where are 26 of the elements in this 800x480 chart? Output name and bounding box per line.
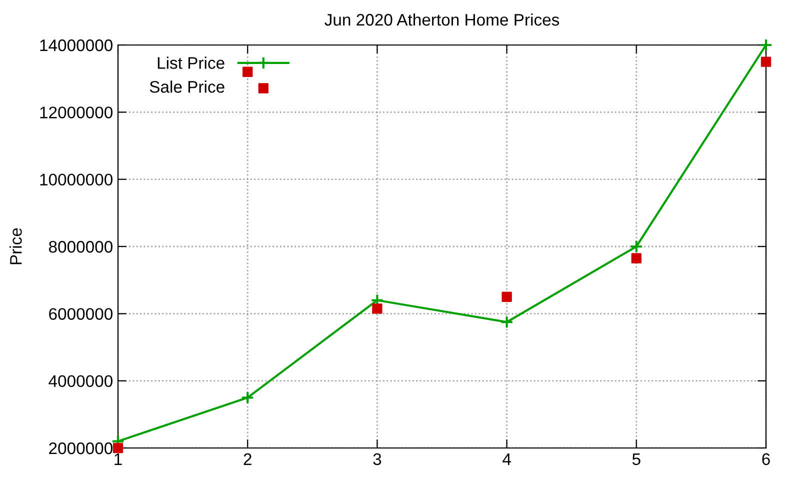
x-tick-label: 2	[244, 453, 252, 465]
point	[112, 442, 124, 454]
point	[500, 315, 514, 329]
point	[241, 391, 254, 404]
y-axis-title: Price	[10, 228, 22, 264]
y-tick-label: 12000000	[40, 106, 112, 118]
legend-label: Sale Price	[150, 80, 224, 93]
point	[760, 56, 772, 67]
x-tick-label: 4	[502, 453, 511, 465]
x-tick-label: 6	[762, 453, 770, 466]
point	[630, 240, 643, 254]
chart-title: Jun 2020 Atherton Home Prices	[324, 13, 560, 26]
x-tick-label: 3	[373, 453, 382, 466]
x-tick-label: 5	[632, 453, 640, 466]
y-tick-label: 6000000	[49, 308, 112, 320]
x-tick-label: 1	[114, 453, 122, 465]
y-tick-label: 2000000	[49, 442, 112, 454]
y-tick-label: 14000000	[40, 39, 112, 52]
y-tick-label: 4000000	[48, 375, 112, 388]
legend-label: List Price	[158, 56, 224, 69]
point	[631, 253, 642, 264]
point	[372, 304, 382, 314]
y-tick-label: 10000000	[40, 174, 112, 186]
point	[502, 292, 512, 302]
y-tick-label: 8000000	[48, 240, 112, 253]
point	[242, 66, 253, 77]
